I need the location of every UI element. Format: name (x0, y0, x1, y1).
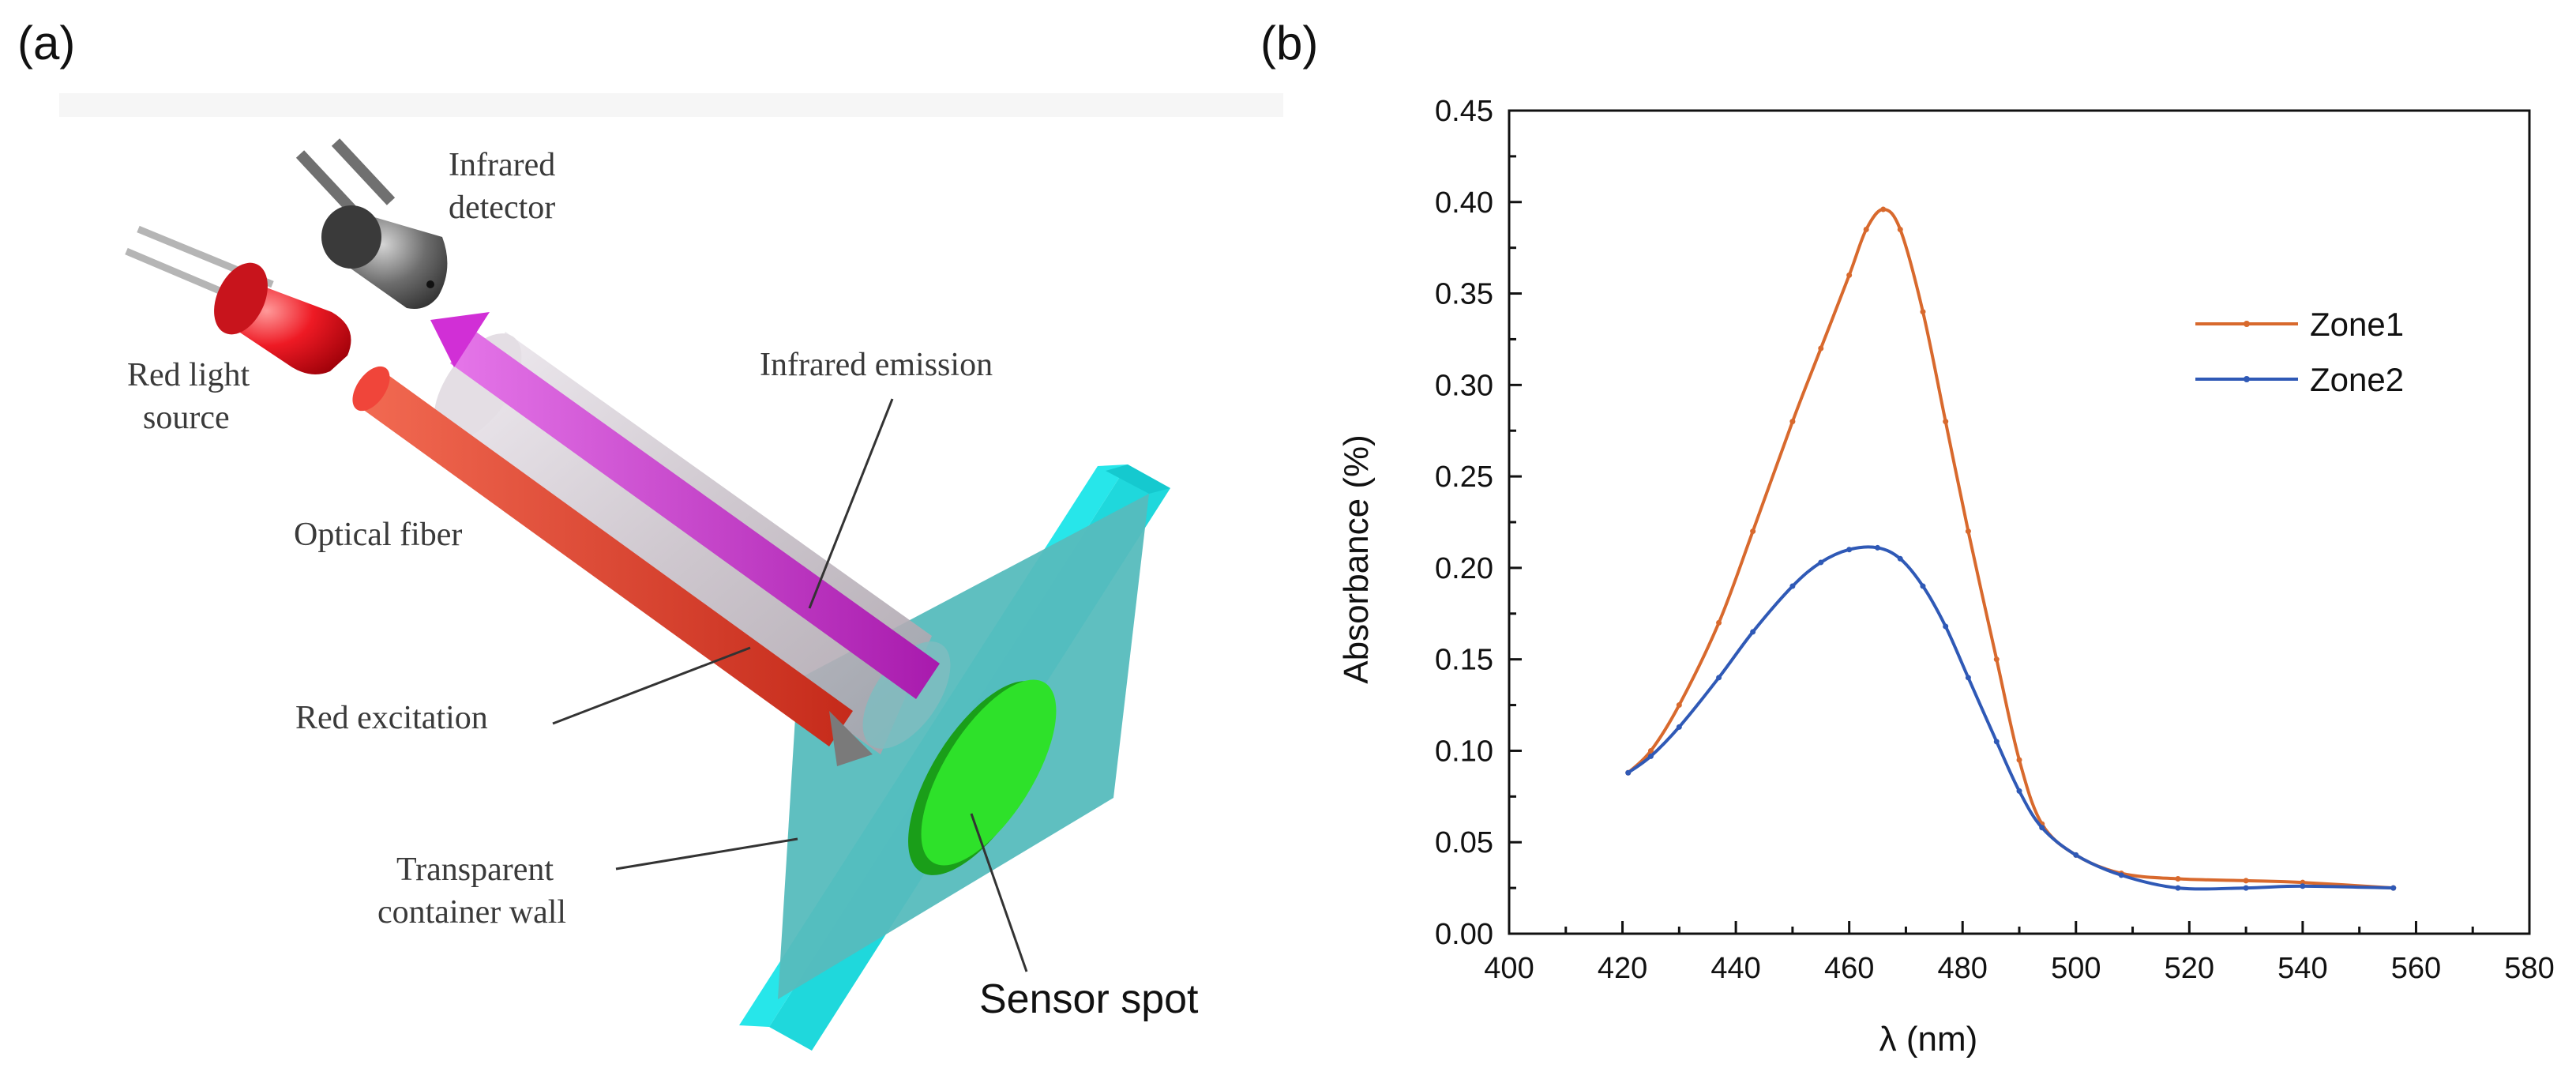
y-tick-label: 0.20 (1435, 552, 1493, 585)
container-wall-label-line2: container wall (377, 894, 566, 931)
red-light-source-label-line1: Red light (127, 357, 250, 393)
optical-fiber-label: Optical fiber (294, 517, 462, 553)
data-point-zone1 (1789, 419, 1796, 425)
y-tick-label: 0.40 (1435, 186, 1493, 220)
x-tick-label: 580 (2504, 952, 2554, 985)
legend-marker-zone2 (2244, 376, 2250, 382)
data-point-zone2 (1750, 629, 1756, 635)
red-light-source (125, 225, 351, 374)
data-point-zone1 (1863, 227, 1869, 233)
data-point-zone2 (1716, 675, 1722, 681)
y-tick-label: 0.25 (1435, 461, 1493, 494)
data-point-zone1 (1750, 528, 1756, 535)
data-point-zone2 (2390, 885, 2397, 891)
data-point-zone2 (1920, 583, 1926, 589)
series-line-zone1 (1627, 208, 2394, 890)
x-tick-label: 480 (1938, 952, 1988, 985)
x-tick-label: 420 (1598, 952, 1647, 985)
data-point-zone1 (1965, 528, 1971, 535)
red-excitation-label: Red excitation (295, 700, 488, 736)
x-tick-label: 540 (2277, 952, 2327, 985)
chart-x-axis-label: λ (nm) (1879, 1020, 1978, 1059)
data-point-zone2 (1818, 559, 1824, 566)
data-point-zone1 (2243, 878, 2249, 884)
data-point-zone1 (1676, 702, 1682, 709)
data-point-zone2 (2039, 825, 2045, 831)
sensor-spot-label: Sensor spot (979, 976, 1199, 1022)
x-tick-label: 460 (1824, 952, 1874, 985)
y-tick-label: 0.45 (1435, 95, 1493, 128)
x-tick-label: 560 (2391, 952, 2441, 985)
leader-lines (552, 398, 1028, 972)
data-point-zone1 (1897, 227, 1903, 233)
y-tick-label: 0.35 (1435, 278, 1493, 311)
y-tick-label: 0.05 (1435, 826, 1493, 859)
red-light-source-label-line2: source (143, 400, 230, 436)
data-point-zone2 (1875, 544, 1881, 551)
infrared-detector-label-line2: detector (449, 190, 555, 226)
panel-b-label: (b) (1260, 17, 1318, 70)
legend-marker-zone1 (2244, 321, 2250, 327)
data-point-zone2 (1846, 547, 1853, 553)
data-point-zone1 (1846, 272, 1853, 278)
y-tick-label: 0.30 (1435, 369, 1493, 402)
data-point-zone2 (2073, 852, 2079, 858)
data-point-zone1 (1647, 747, 1654, 754)
data-point-zone2 (1943, 623, 1949, 630)
data-point-zone1 (1993, 656, 2000, 663)
x-tick-label: 500 (2051, 952, 2101, 985)
data-point-zone2 (1897, 555, 1903, 562)
infrared-emission-label: Infrared emission (760, 347, 993, 383)
absorbance-chart: 400 420 440 460 480 500 520 540 560 580 0.00 0.05 0.… (1435, 95, 2555, 985)
data-point-zone1 (1880, 206, 1887, 212)
data-point-zone2 (2016, 788, 2022, 794)
data-point-zone2 (1965, 675, 1971, 681)
sensor-spot (908, 679, 1057, 875)
data-point-zone2 (1625, 769, 1632, 776)
data-point-zone1 (1920, 309, 1926, 315)
x-tick-label: 520 (2165, 952, 2214, 985)
background-band (59, 93, 1283, 117)
data-point-zone1 (2175, 876, 2181, 882)
data-point-zone1 (1716, 619, 1722, 626)
data-point-zone2 (1647, 753, 1654, 759)
data-point-zone2 (2118, 872, 2124, 878)
data-point-zone2 (1993, 739, 2000, 745)
data-point-zone2 (2175, 885, 2181, 891)
panel-a-label: (a) (17, 17, 75, 70)
y-tick-label: 0.10 (1435, 735, 1493, 768)
x-tick-label: 400 (1484, 952, 1534, 985)
panel-a-schematic: (a) (17, 17, 1283, 1051)
data-point-zone2 (1789, 583, 1796, 589)
legend-label-zone1: Zone1 (2310, 306, 2404, 343)
infrared-detector-label-line1: Infrared (449, 147, 555, 183)
y-tick-label: 0.15 (1435, 644, 1493, 677)
y-tick-label: 0.00 (1435, 918, 1493, 951)
data-point-zone1 (1818, 345, 1824, 352)
data-point-zone1 (1943, 419, 1949, 425)
data-point-zone2 (2243, 885, 2249, 891)
x-tick-label: 440 (1710, 952, 1760, 985)
container-wall-label-line1: Transparent (396, 852, 554, 888)
red-excitation-beam (352, 366, 873, 766)
data-point-zone1 (2016, 757, 2022, 763)
infrared-detector (295, 138, 448, 309)
chart-y-axis-label: Absorbance (%) (1337, 434, 1376, 683)
data-point-zone2 (1676, 724, 1682, 730)
legend-label-zone2: Zone2 (2310, 361, 2404, 398)
plot-frame (1508, 109, 2531, 935)
infrared-emission-beam (430, 312, 940, 699)
data-point-zone2 (2300, 883, 2306, 889)
